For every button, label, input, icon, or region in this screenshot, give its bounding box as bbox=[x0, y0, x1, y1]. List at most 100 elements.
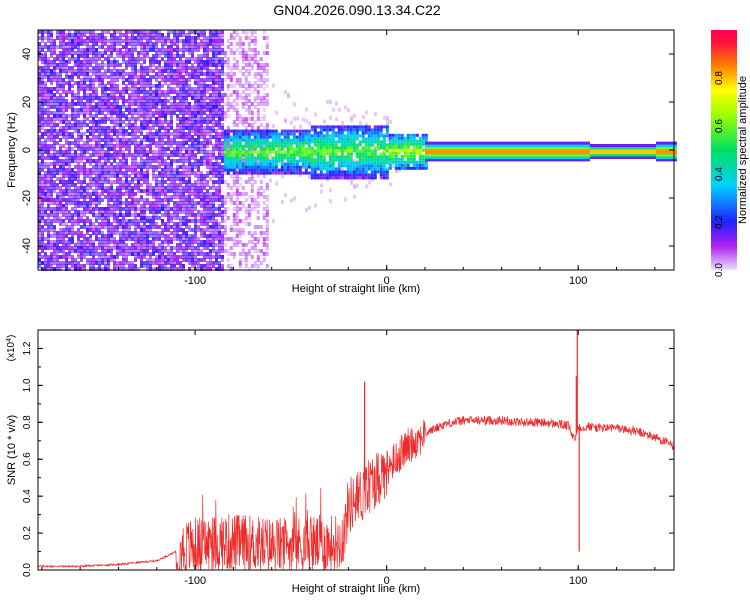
spectrogram-cell bbox=[182, 252, 185, 256]
spectrogram-cell bbox=[293, 125, 296, 130]
spectrogram-cell bbox=[38, 234, 41, 238]
spectrogram-cell bbox=[182, 135, 185, 139]
spectrogram-cell bbox=[256, 192, 260, 196]
spectrogram-cell bbox=[83, 57, 86, 61]
spectrogram-cell bbox=[104, 129, 107, 133]
spectrogram-cell bbox=[101, 75, 104, 79]
spectrogram-cell bbox=[158, 189, 161, 193]
spectrogram-cell bbox=[194, 186, 197, 190]
spectrogram-cell bbox=[80, 159, 83, 163]
spectrogram-cell bbox=[104, 153, 107, 157]
spectrogram-cell bbox=[244, 192, 248, 196]
spectrogram-cell bbox=[185, 186, 188, 190]
spectrogram-cell bbox=[50, 153, 53, 157]
spectrogram-cell bbox=[92, 72, 95, 76]
spectrogram-cell bbox=[149, 267, 152, 271]
spectrogram-cell bbox=[200, 54, 203, 58]
spectrogram-cell bbox=[137, 231, 140, 235]
spectrogram-cell bbox=[116, 138, 119, 142]
spectrogram-cell bbox=[128, 246, 131, 250]
spectrogram-cell bbox=[53, 72, 56, 76]
spectrogram-cell bbox=[212, 153, 215, 157]
spectrogram-cell bbox=[167, 60, 170, 64]
spectrogram-cell bbox=[191, 219, 194, 223]
spectrogram-cell bbox=[226, 159, 230, 163]
spectrogram-cell bbox=[200, 63, 203, 67]
spectrogram-cell bbox=[206, 180, 209, 184]
spectrogram-cell bbox=[284, 119, 287, 124]
spectrogram-cell bbox=[125, 225, 128, 229]
spectrogram-cell bbox=[38, 117, 41, 121]
spectrogram-cell bbox=[125, 246, 128, 250]
spectrogram-cell bbox=[368, 180, 371, 185]
spectrogram-cell bbox=[244, 120, 248, 124]
spectrogram-cell bbox=[95, 231, 98, 235]
spectrogram-cell bbox=[262, 66, 266, 70]
spectrogram-cell bbox=[107, 165, 110, 169]
spectrogram-cell bbox=[89, 132, 92, 136]
spectrogram-cell bbox=[209, 48, 212, 52]
spectrogram-cell bbox=[209, 69, 212, 73]
spectrogram-cell bbox=[74, 231, 77, 235]
spectrogram-cell bbox=[161, 183, 164, 187]
spectrogram-cell bbox=[223, 129, 227, 133]
spectrogram-cell bbox=[47, 219, 50, 223]
spectrogram-cell bbox=[71, 147, 74, 151]
spectrogram-cell bbox=[149, 243, 152, 247]
spectrogram-cell bbox=[137, 165, 140, 169]
spectrogram-cell bbox=[241, 147, 245, 151]
spectrogram-cell bbox=[38, 261, 41, 265]
spectrogram-cell bbox=[143, 51, 146, 55]
spectrogram-cell bbox=[262, 114, 266, 118]
spectrogram-cell bbox=[125, 159, 128, 163]
spectrogram-cell bbox=[244, 117, 248, 121]
spectrogram-cell bbox=[77, 42, 80, 46]
spectrogram-cell bbox=[209, 237, 212, 241]
spectrogram-cell bbox=[191, 171, 194, 175]
spectrogram-cell bbox=[62, 99, 65, 103]
spectrogram-cell bbox=[83, 195, 86, 199]
spectrogram-cell bbox=[256, 84, 260, 88]
spectrogram-cell bbox=[62, 234, 65, 238]
spectrogram-cell bbox=[194, 132, 197, 136]
spectrogram-cell bbox=[137, 111, 140, 115]
spectrogram-cell bbox=[206, 108, 209, 112]
spectrogram-cell bbox=[104, 108, 107, 112]
spectrogram-cell bbox=[122, 132, 125, 136]
spectrogram-cell bbox=[140, 129, 143, 133]
spectrogram-cell bbox=[38, 126, 41, 130]
spectrogram-cell bbox=[191, 189, 194, 193]
spectrogram-cell bbox=[140, 264, 143, 268]
spectrogram-cell bbox=[125, 33, 128, 37]
spectrogram-cell bbox=[65, 189, 68, 193]
spectrogram-cell bbox=[215, 66, 218, 70]
spectrogram-cell bbox=[41, 96, 44, 100]
spectrogram-cell bbox=[250, 144, 254, 148]
spectrogram-cell bbox=[98, 165, 101, 169]
spectrogram-cell bbox=[83, 144, 86, 148]
spectrogram-cell bbox=[191, 255, 194, 259]
spectrogram-cell bbox=[143, 225, 146, 229]
spectrogram-cell bbox=[200, 264, 203, 268]
spectrogram-cell bbox=[188, 180, 191, 184]
spectrogram-cell bbox=[247, 231, 251, 235]
spectrogram-cell bbox=[89, 228, 92, 232]
spectrogram-cell bbox=[191, 138, 194, 142]
spectrogram-cell bbox=[200, 33, 203, 37]
spectrogram-cell bbox=[155, 168, 158, 172]
spectrogram-cell bbox=[259, 78, 263, 82]
spectrogram-cell bbox=[68, 90, 71, 94]
spectrogram-cell bbox=[197, 213, 200, 217]
spectrogram-cell bbox=[116, 264, 119, 268]
spectrogram-cell bbox=[62, 105, 65, 109]
spectrogram-cell bbox=[56, 87, 59, 91]
spectrogram-cell bbox=[179, 123, 182, 127]
spectrogram-cell bbox=[80, 102, 83, 106]
spectrogram-cell bbox=[268, 129, 272, 133]
spectrogram-cell bbox=[158, 258, 161, 262]
spectrogram-cell bbox=[215, 165, 218, 169]
spectrogram-cell bbox=[71, 132, 74, 136]
spectrogram-cell bbox=[47, 57, 50, 61]
spectrogram-cell bbox=[71, 75, 74, 79]
spectrogram-cell bbox=[62, 189, 65, 193]
